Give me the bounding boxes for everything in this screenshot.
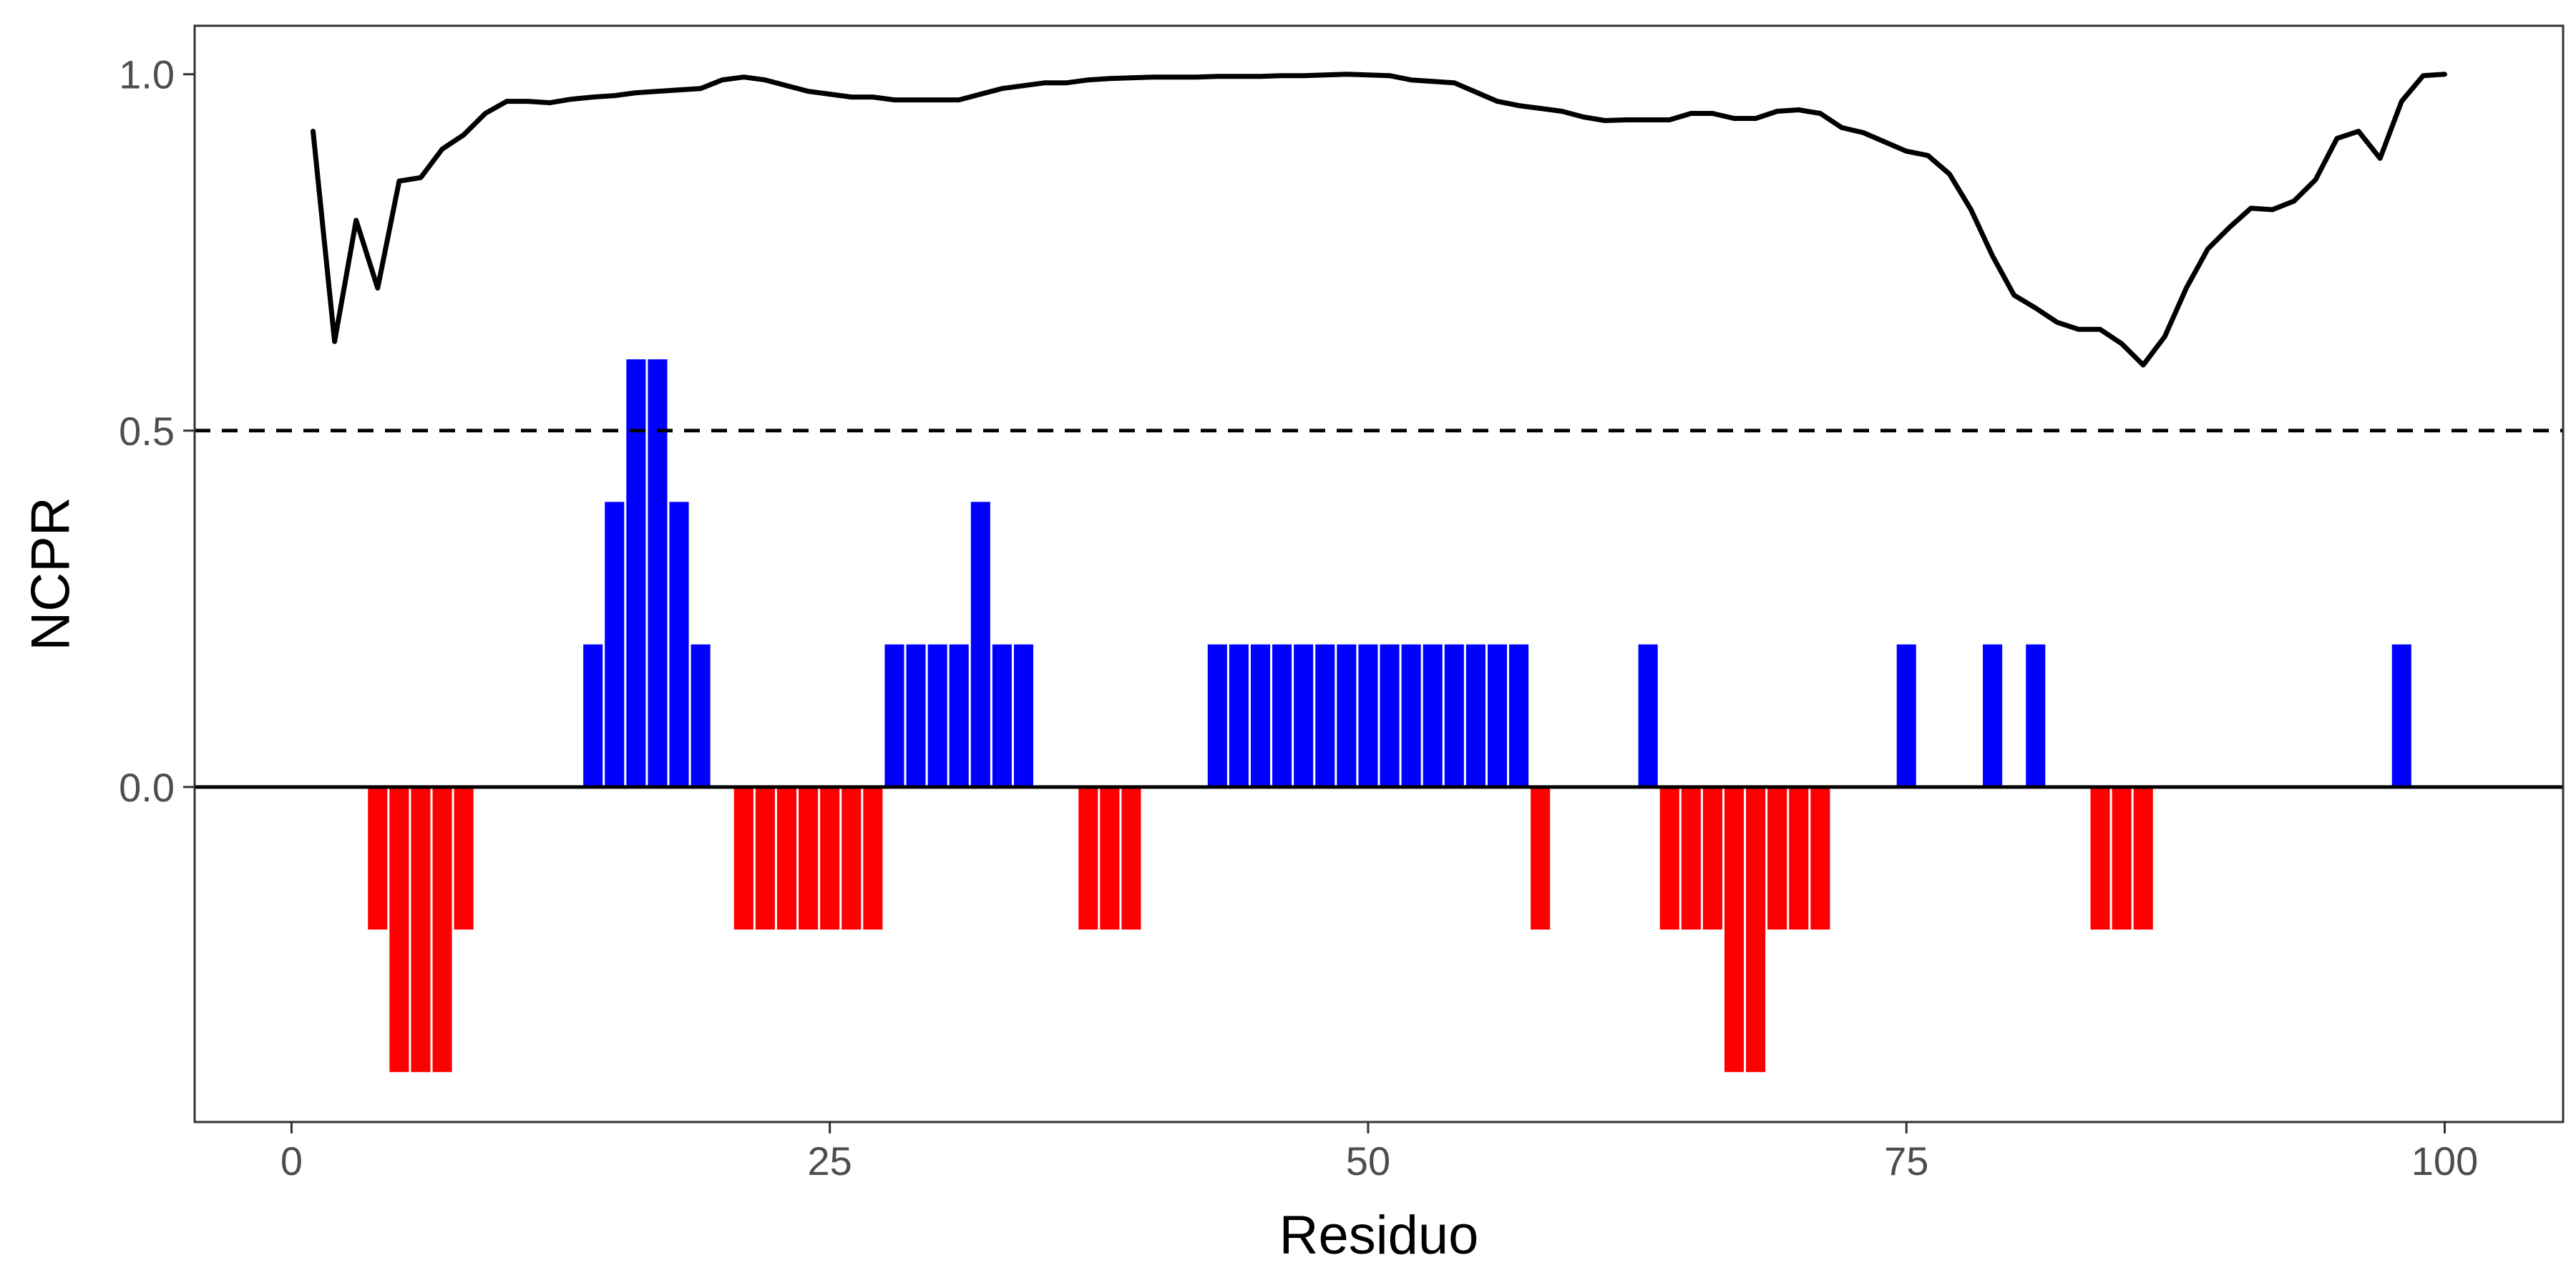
bar <box>927 644 947 787</box>
y-tick-label: 0.5 <box>119 409 175 454</box>
bar <box>2133 786 2153 930</box>
bar <box>1638 644 1658 787</box>
bar <box>1487 644 1508 787</box>
bar <box>2391 644 2411 787</box>
x-axis-title: Residuo <box>1279 1205 1479 1266</box>
y-tick-label: 1.0 <box>119 52 175 97</box>
bar <box>648 359 668 787</box>
bar <box>1401 644 1421 787</box>
bar <box>1337 644 1357 787</box>
bar <box>1250 644 1271 787</box>
bar <box>1681 786 1701 930</box>
bar <box>1465 644 1485 787</box>
bar <box>1444 644 1464 787</box>
bar <box>1013 644 1034 787</box>
bar <box>389 786 409 1073</box>
bar <box>583 644 603 787</box>
bar <box>906 644 926 787</box>
bar <box>841 786 862 930</box>
bar <box>1423 644 1443 787</box>
bar <box>1531 786 1551 930</box>
bar <box>1983 644 2003 787</box>
bar <box>884 644 904 787</box>
line-series <box>311 72 2447 368</box>
x-tick-label: 0 <box>280 1138 303 1184</box>
bar <box>1509 644 1529 787</box>
bar <box>691 644 711 787</box>
bar <box>733 786 753 930</box>
bar <box>776 786 797 930</box>
plot-panel-border <box>193 24 2565 1123</box>
bar-series <box>368 359 2411 1073</box>
x-tick-label: 75 <box>1884 1138 1928 1184</box>
bar <box>1294 644 1314 787</box>
bar <box>1121 786 1141 930</box>
bar <box>1315 644 1335 787</box>
bar <box>1702 786 1722 930</box>
x-tick-label: 100 <box>2411 1138 2478 1184</box>
bar <box>863 786 883 930</box>
bar <box>755 786 775 930</box>
bar <box>799 786 819 930</box>
bar <box>2090 786 2110 930</box>
x-tick-label: 50 <box>1346 1138 1390 1184</box>
bar <box>1272 644 1292 787</box>
bar <box>1078 786 1098 930</box>
bar <box>2112 786 2132 930</box>
x-axis: 0 25 50 75 100 <box>280 1122 2478 1184</box>
y-tick-label: 0.0 <box>119 765 175 810</box>
bar <box>820 786 840 930</box>
bar <box>605 502 625 787</box>
bar <box>1100 786 1120 930</box>
y-axis-title: NCPR <box>21 497 82 650</box>
bar <box>432 786 452 1073</box>
bar <box>411 786 431 1073</box>
bar <box>1896 644 1916 787</box>
bar <box>1789 786 1809 930</box>
bar <box>1767 786 1787 930</box>
bar <box>368 786 388 930</box>
bar <box>992 644 1012 787</box>
bar <box>1724 786 1745 1073</box>
bar <box>1229 644 1249 787</box>
bar <box>669 502 689 787</box>
bar <box>1358 644 1378 787</box>
bar <box>2026 644 2046 787</box>
bar <box>1380 644 1400 787</box>
y-axis: 0.0 0.5 1.0 <box>119 52 195 810</box>
bar <box>949 644 969 787</box>
bar <box>1810 786 1830 930</box>
bar <box>1746 786 1766 1073</box>
bar <box>1659 786 1679 930</box>
bar <box>970 502 990 787</box>
bar <box>454 786 474 930</box>
bar <box>1207 644 1227 787</box>
bar <box>626 359 646 787</box>
x-tick-label: 25 <box>808 1138 852 1184</box>
